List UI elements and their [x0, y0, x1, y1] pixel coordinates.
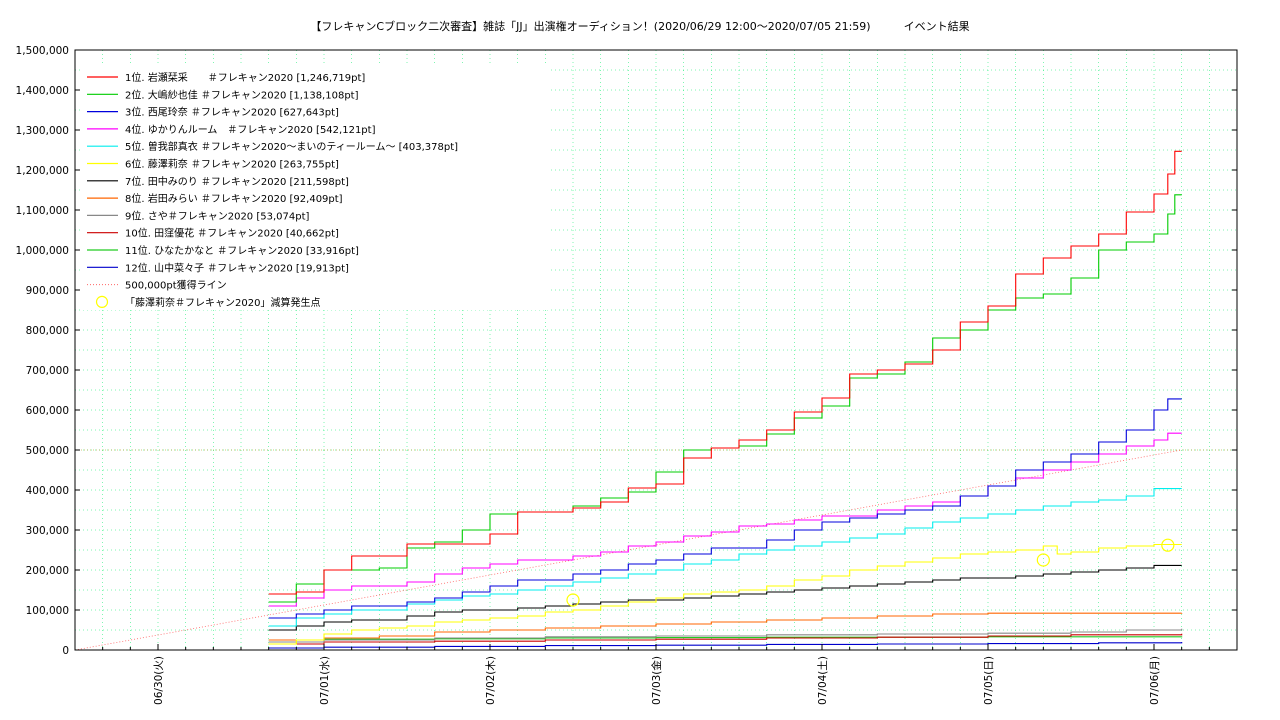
y-axis: 0 100,000 200,000 300,000 400,000 500,000 600,…	[16, 45, 1237, 657]
y-tick-label: 700,000	[26, 365, 69, 377]
legend-label: 7位. 田中みのり ＃フレキャン2020 [211,598pt]	[125, 175, 349, 188]
x-tick-label: 07/06(月)	[1149, 656, 1161, 705]
y-tick-label: 1,000,000	[16, 245, 69, 257]
y-tick-label: 1,500,000	[16, 45, 69, 57]
legend-label: 5位. 曽我部真衣 ＃フレキャン2020〜まいのティールーム〜 [403,378…	[125, 140, 458, 153]
series-line	[268, 432, 1182, 607]
y-tick-label: 1,300,000	[16, 125, 69, 137]
x-tick-label: 07/05(日)	[983, 656, 995, 705]
x-tick-label: 07/04(土)	[816, 656, 829, 705]
y-tick-label: 600,000	[26, 405, 69, 417]
legend-label: 「藤澤莉奈＃フレキャン2020」減算発生点	[125, 296, 320, 309]
y-tick-label: 900,000	[26, 285, 69, 297]
y-tick-label: 400,000	[26, 485, 69, 497]
legend: 1位. 岩瀬栞采 ＃フレキャン2020 [1,246,719pt] 2位. 大嶋紗…	[80, 64, 550, 310]
legend-label: 6位. 藤澤莉奈 ＃フレキャン2020 [263,755pt]	[125, 158, 339, 171]
x-tick-label: 06/30(火)	[153, 656, 165, 705]
y-tick-label: 1,100,000	[16, 205, 69, 217]
series-line	[268, 398, 1182, 619]
series-line	[268, 642, 1183, 649]
y-tick-label: 200,000	[26, 565, 69, 577]
y-tick-label: 100,000	[26, 605, 69, 617]
y-tick-label: 500,000	[26, 445, 69, 457]
series-line	[268, 628, 1183, 643]
legend-label: 4位. ゆかりんルーム ＃フレキャン2020 [542,121pt]	[125, 123, 376, 136]
legend-label: 12位. 山中菜々子 ＃フレキャン2020 [19,913pt]	[125, 261, 349, 274]
y-tick-label: 1,200,000	[16, 165, 69, 177]
decrease-markers	[566, 538, 1175, 607]
series-line	[268, 564, 1182, 631]
y-tick-label: 0	[62, 645, 69, 657]
decrease-marker	[566, 593, 580, 607]
legend-label: 11位. ひなたかなと ＃フレキャン2020 [33,916pt]	[125, 244, 359, 257]
series-line	[268, 612, 1183, 641]
y-tick-label: 300,000	[26, 525, 69, 537]
decrease-marker	[1036, 553, 1050, 567]
legend-label: 500,000pt獲得ライン	[125, 279, 227, 292]
series-line	[268, 488, 1182, 627]
decrease-marker	[1161, 538, 1175, 552]
legend-label: 8位. 岩田みらい ＃フレキャン2020 [92,409pt]	[125, 192, 343, 205]
chart-title: 【フレキャンCブロック二次審査】雑誌「JJ」出演権オーディション！(2020/0…	[310, 19, 969, 33]
y-tick-label: 800,000	[26, 325, 69, 337]
series-lines	[268, 150, 1183, 649]
legend-label: 1位. 岩瀬栞采 ＃フレキャン2020 [1,246,719pt]	[125, 71, 365, 84]
legend-label: 3位. 西尾玲奈 ＃フレキャン2020 [627,643pt]	[125, 106, 339, 119]
series-line	[268, 633, 1183, 645]
x-axis: 06/30(火) 07/01(水) 07/02(木) 07/03(金) 07/04(土)…	[74, 644, 1238, 705]
legend-background	[80, 64, 550, 310]
legend-label: 10位. 田窪優花 ＃フレキャン2020 [40,662pt]	[125, 227, 339, 240]
x-tick-label: 07/03(金)	[650, 656, 663, 705]
legend-label: 2位. 大嶋紗也佳 ＃フレキャン2020 [1,138,108pt]	[125, 88, 359, 101]
x-tick-label: 07/01(水)	[319, 656, 331, 705]
x-tick-label: 07/02(木)	[485, 656, 497, 705]
legend-marker	[95, 295, 109, 308]
legend-label: 9位. さや＃フレキャン2020 [53,074pt]	[125, 209, 310, 222]
series-line	[268, 543, 1182, 645]
y-tick-label: 1,400,000	[16, 85, 69, 97]
series-line	[268, 150, 1182, 595]
